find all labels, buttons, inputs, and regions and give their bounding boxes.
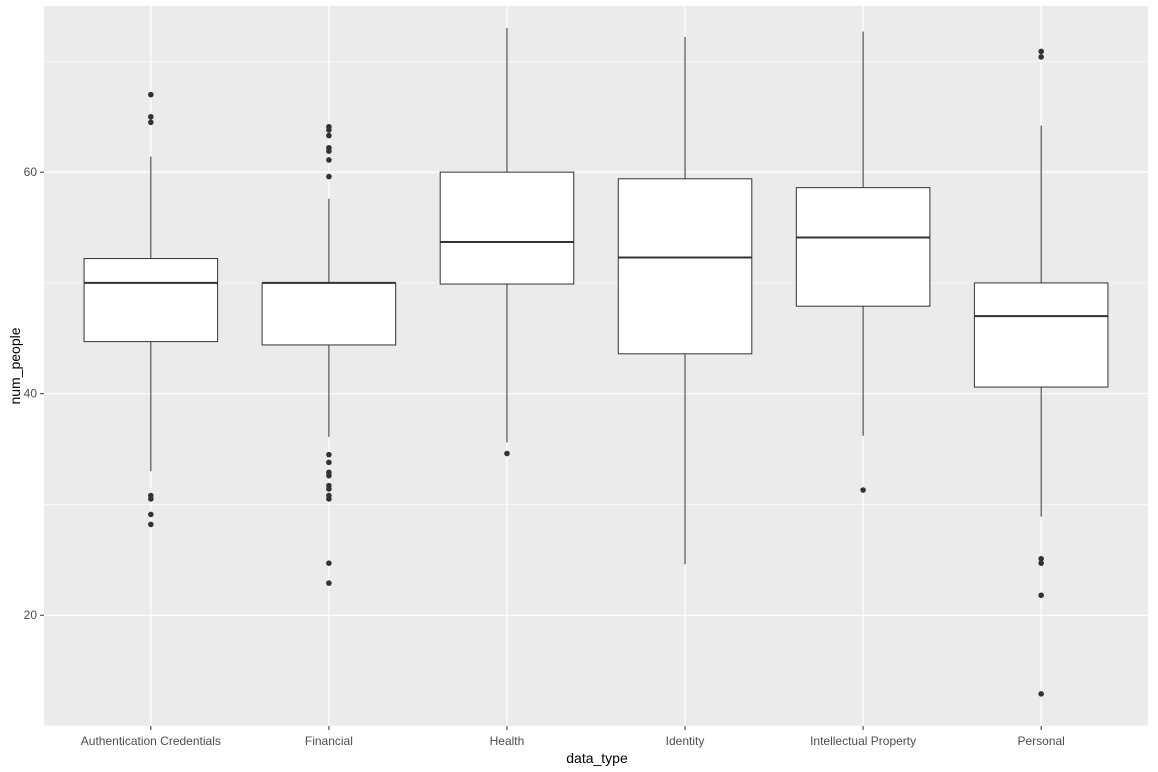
outlier-point [504, 450, 510, 457]
x-tick-label: Authentication Credentials [81, 734, 221, 748]
outlier-point [326, 472, 332, 479]
box-iqr [83, 258, 219, 343]
outlier-point [326, 148, 332, 154]
outlier-point [326, 127, 332, 133]
outlier-point [1038, 54, 1044, 60]
outlier-point [326, 451, 332, 458]
box-group [795, 31, 931, 493]
x-tick-label: Health [490, 734, 525, 748]
x-tick-label: Personal [1017, 734, 1064, 748]
outlier-point [326, 580, 332, 586]
outlier-point [326, 560, 332, 566]
outlier-point [326, 496, 332, 502]
outlier-point [148, 113, 154, 120]
box-iqr [795, 187, 931, 307]
outlier-point [1038, 560, 1044, 566]
x-tick-label: Financial [305, 734, 353, 748]
box-group [439, 28, 575, 457]
box-group [617, 37, 753, 565]
outlier-point [148, 511, 154, 518]
y-axis-title: num_people [7, 327, 23, 404]
x-axis-title: data_type [566, 750, 628, 766]
box-iqr [617, 178, 753, 355]
outlier-point [326, 486, 332, 492]
outlier-point [326, 173, 332, 180]
outlier-point [148, 496, 154, 502]
outlier-point [148, 521, 154, 528]
box-iqr [439, 171, 575, 285]
outlier-point [1038, 48, 1044, 55]
outlier-point [326, 157, 332, 163]
x-axis-ticks: Authentication Credentials Financial Healt… [81, 726, 1065, 748]
minor-gridlines [44, 61, 1148, 727]
box-iqr [973, 282, 1109, 388]
outlier-point [1038, 592, 1044, 599]
y-tick-label: 60 [24, 165, 38, 179]
boxplot-series [83, 28, 1109, 697]
outlier-point [148, 91, 154, 98]
box-group [261, 123, 397, 586]
outlier-point [1038, 555, 1044, 562]
y-axis-ticks: 20 40 60 [24, 165, 44, 622]
y-tick-label: 40 [24, 387, 38, 401]
plot-panel [44, 6, 1148, 726]
box-group [83, 91, 219, 528]
outlier-point [326, 132, 332, 139]
outlier-point [1038, 691, 1044, 697]
box-group [973, 48, 1109, 697]
x-tick-label: Identity [666, 734, 705, 748]
outlier-point [148, 119, 154, 126]
outlier-point [326, 459, 332, 466]
outlier-point [860, 487, 866, 493]
box-iqr [261, 282, 397, 346]
y-tick-label: 20 [24, 608, 38, 622]
x-tick-label: Intellectual Property [810, 734, 916, 748]
